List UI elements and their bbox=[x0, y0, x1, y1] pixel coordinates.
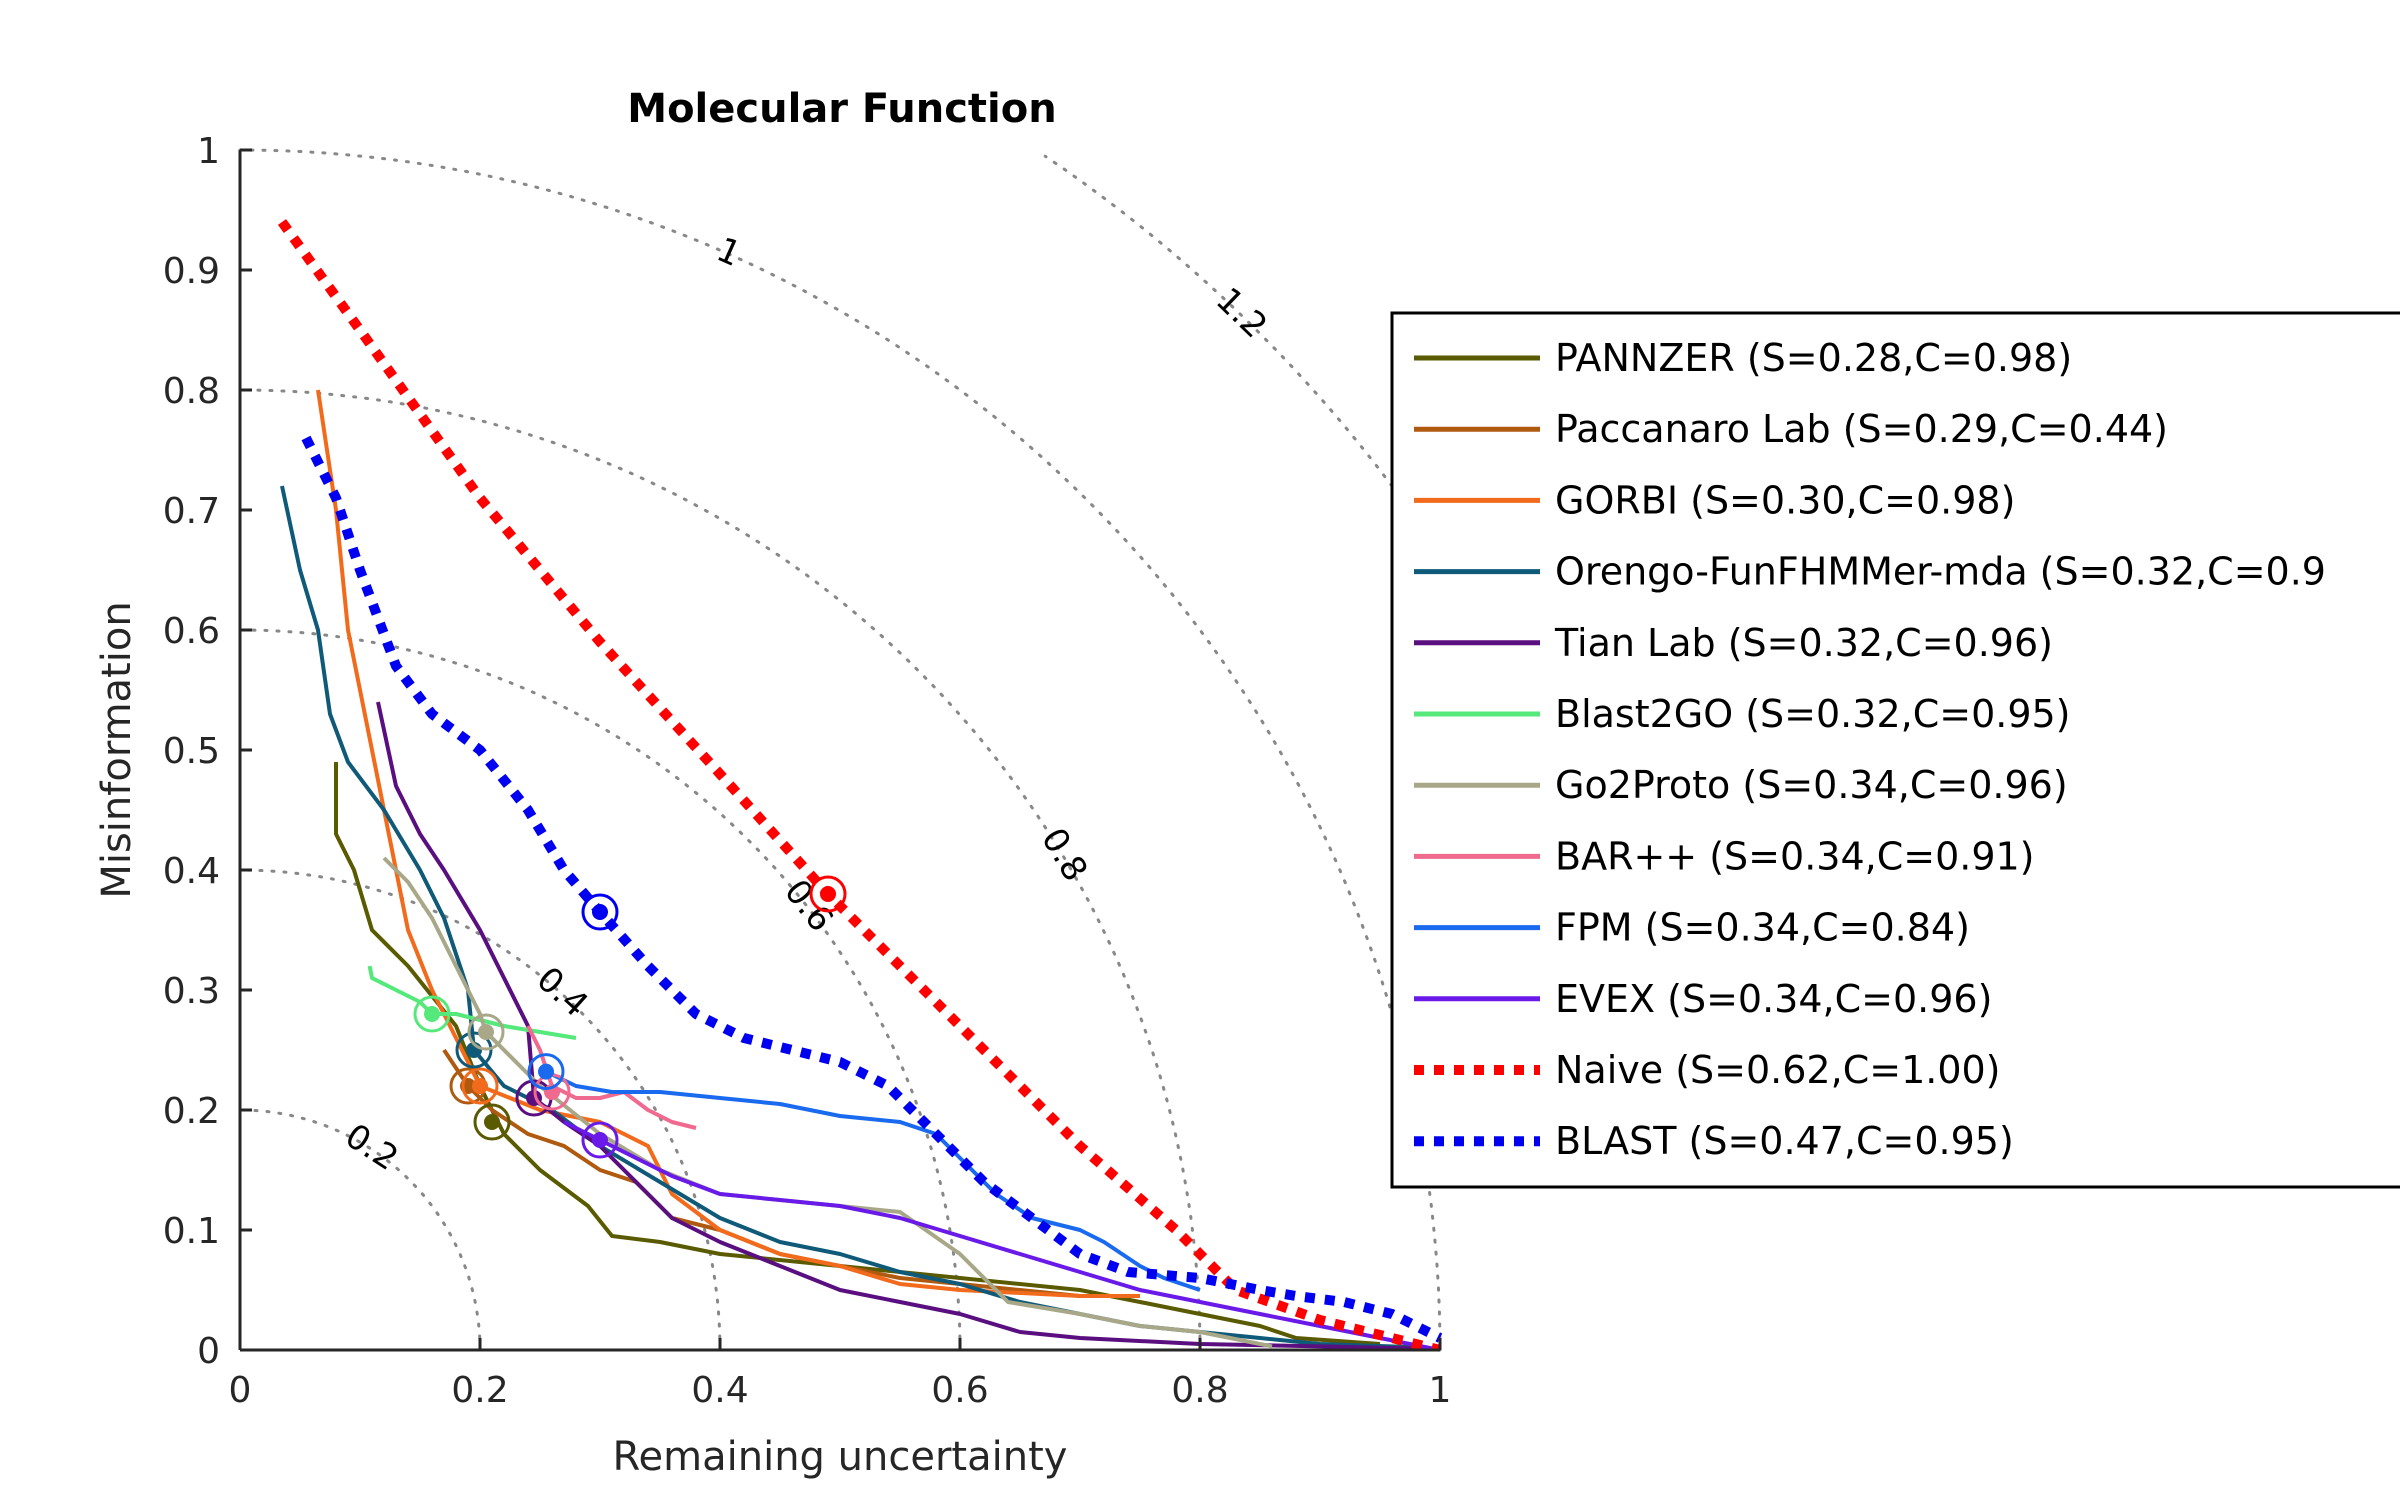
marker-dot-fpm bbox=[538, 1063, 554, 1080]
marker-dot-evex bbox=[592, 1132, 608, 1148]
series-line-naive bbox=[277, 219, 1442, 1350]
x-tick-label: 0.8 bbox=[1171, 1370, 1228, 1411]
legend-label-paccanaro-lab: Paccanaro Lab (S=0.29,C=0.44) bbox=[1555, 407, 2168, 451]
x-axis-ticks: 0 0.2 0.4 0.6 0.8 1 bbox=[229, 1338, 1452, 1411]
marker-ring-go2proto bbox=[467, 1013, 505, 1051]
x-tick-label: 0 bbox=[229, 1370, 252, 1411]
marker-dot-blast bbox=[592, 904, 608, 920]
marker-dot-pannzer bbox=[484, 1114, 500, 1130]
series-line-pannzer bbox=[334, 762, 1381, 1346]
contour-label-0.4: 0.4 bbox=[529, 959, 596, 1025]
legend-label-bar: BAR++ (S=0.34,C=0.91) bbox=[1555, 834, 2035, 878]
marker-layer bbox=[413, 875, 847, 1159]
y-tick-label: 0.4 bbox=[163, 851, 220, 892]
marker-ring-blast2go bbox=[413, 995, 451, 1033]
legend-label-orengo-funfhmmer-mda: Orengo-FunFHMMer-mda (S=0.32,C=0.9 bbox=[1555, 550, 2326, 594]
legend-label-go2proto: Go2Proto (S=0.34,C=0.96) bbox=[1555, 763, 2068, 807]
marker-ring-blast bbox=[581, 893, 619, 931]
legend: PANNZER (S=0.28,C=0.98) Paccanaro Lab (S=… bbox=[1390, 311, 2400, 1189]
y-tick-label: 0.7 bbox=[163, 491, 220, 532]
marker-ring-naive bbox=[809, 875, 847, 913]
y-tick-label: 0.5 bbox=[163, 731, 220, 772]
legend-label-evex: EVEX (S=0.34,C=0.96) bbox=[1555, 977, 1992, 1021]
series-line-tian-lab bbox=[376, 701, 1429, 1350]
marker-dot-go2proto bbox=[478, 1024, 494, 1040]
series-line-fpm bbox=[545, 1069, 1201, 1292]
contour-labels: 0.2 0.4 0.6 0.8 1 1.2 bbox=[338, 230, 1275, 1179]
series-line-blast bbox=[301, 435, 1443, 1343]
contour-label-1.2: 1.2 bbox=[1208, 280, 1275, 346]
legend-box bbox=[1390, 311, 2400, 1189]
y-tick-label: 0.9 bbox=[163, 251, 220, 292]
y-axis-label: Misinformation bbox=[94, 601, 140, 898]
marker-dot-gorbi bbox=[472, 1078, 488, 1094]
contour-label-1: 1 bbox=[711, 230, 747, 275]
legend-label-fpm: FPM (S=0.34,C=0.84) bbox=[1555, 906, 1970, 950]
legend-label-naive: Naive (S=0.62,C=1.00) bbox=[1555, 1048, 2001, 1092]
x-tick-label: 1 bbox=[1429, 1370, 1452, 1411]
y-tick-label: 0.8 bbox=[163, 371, 220, 412]
y-axis-ticks: 0 0.1 0.2 0.3 0.4 0.5 0.6 0.7 0.8 0.9 1 bbox=[163, 131, 252, 1372]
y-tick-label: 0.2 bbox=[163, 1091, 220, 1132]
x-tick-label: 0.4 bbox=[691, 1370, 748, 1411]
legend-label-gorbi: GORBI (S=0.30,C=0.98) bbox=[1555, 478, 2015, 522]
contour-0.8 bbox=[238, 388, 1202, 1352]
x-axis-label: Remaining uncertainty bbox=[613, 1434, 1068, 1480]
contour-label-0.2: 0.2 bbox=[338, 1116, 405, 1179]
marker-dot-blast2go bbox=[424, 1006, 440, 1022]
legend-label-pannzer: PANNZER (S=0.28,C=0.98) bbox=[1555, 336, 2072, 380]
contour-label-0.6: 0.6 bbox=[776, 872, 841, 939]
contour-0.6 bbox=[238, 628, 962, 1352]
y-tick-label: 0.6 bbox=[163, 611, 220, 652]
series-line-gorbi bbox=[316, 389, 1140, 1298]
contour-label-0.8: 0.8 bbox=[1033, 821, 1095, 888]
series-line-blast2go bbox=[367, 965, 577, 1040]
chart-title: Molecular Function bbox=[627, 86, 1056, 132]
x-tick-label: 0.6 bbox=[931, 1370, 988, 1411]
y-tick-label: 1 bbox=[197, 131, 220, 172]
contour-1.2 bbox=[1043, 154, 1436, 547]
series-layer bbox=[277, 219, 1443, 1350]
marker-ring-evex bbox=[581, 1121, 619, 1159]
marker-ring-gorbi bbox=[461, 1067, 499, 1105]
legend-label-tian-lab: Tian Lab (S=0.32,C=0.96) bbox=[1554, 621, 2053, 665]
contour-0.2 bbox=[238, 1108, 482, 1352]
x-tick-label: 0.2 bbox=[451, 1370, 508, 1411]
y-tick-label: 0.1 bbox=[163, 1211, 220, 1252]
series-line-evex bbox=[563, 1120, 1441, 1350]
series-line-bar bbox=[526, 1025, 697, 1130]
marker-ring-orengo-funfhmmer-mda bbox=[455, 1031, 493, 1069]
marker-dot-naive bbox=[820, 886, 836, 902]
marker-ring-fpm bbox=[527, 1053, 565, 1091]
legend-label-blast: BLAST (S=0.47,C=0.95) bbox=[1555, 1119, 2014, 1163]
marker-ring-pannzer bbox=[473, 1103, 511, 1141]
y-tick-label: 0.3 bbox=[163, 971, 220, 1012]
legend-label-blast2go: Blast2GO (S=0.32,C=0.95) bbox=[1555, 692, 2071, 736]
y-tick-label: 0 bbox=[197, 1331, 220, 1372]
